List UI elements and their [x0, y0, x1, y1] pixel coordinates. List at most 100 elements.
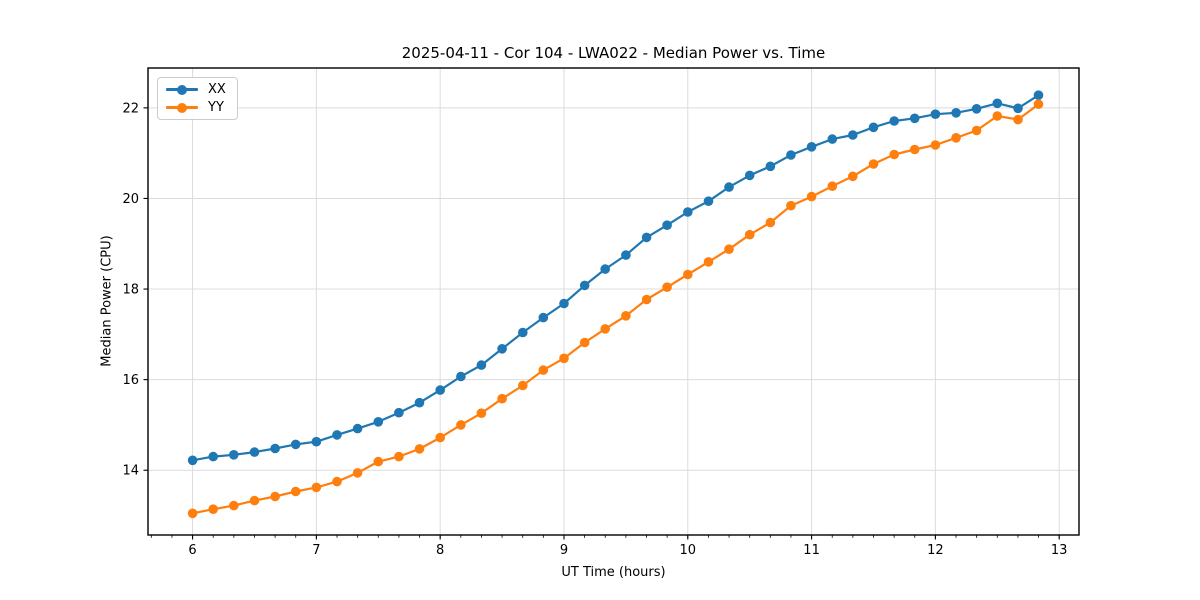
- y-axis-label: Median Power (CPU): [99, 235, 115, 367]
- data-point: [208, 451, 218, 462]
- data-point: [724, 244, 734, 254]
- x-tick-label: 9: [560, 543, 568, 558]
- data-point: [311, 482, 322, 493]
- data-point: [806, 191, 817, 202]
- x-tick-label: 13: [1051, 543, 1068, 558]
- data-point: [951, 108, 961, 118]
- data-point: [373, 456, 384, 467]
- data-point: [456, 420, 466, 430]
- data-point: [476, 360, 487, 370]
- data-point: [930, 140, 941, 150]
- x-minor-ticks: [150, 535, 1060, 538]
- data-point: [909, 113, 920, 124]
- data-point: [476, 408, 487, 419]
- grid: [148, 68, 1079, 535]
- data-point: [724, 182, 734, 192]
- x-axis-label: UT Time (hours): [561, 565, 666, 580]
- data-point: [600, 264, 610, 274]
- x-tick-label: 6: [188, 543, 196, 558]
- data-point: [683, 269, 693, 280]
- chart-title: 2025-04-11 - Cor 104 - LWA022 - Median P…: [401, 44, 826, 62]
- x-tick-label: 10: [680, 543, 697, 558]
- data-point: [744, 229, 755, 240]
- data-point: [641, 294, 652, 305]
- data-point: [1033, 90, 1044, 100]
- data-point: [270, 491, 280, 502]
- x-tick-label: 7: [312, 543, 320, 558]
- data-point: [765, 217, 776, 228]
- data-point: [889, 116, 899, 126]
- data-point: [249, 495, 260, 506]
- legend-item-xx: XX: [166, 83, 226, 96]
- data-point: [848, 130, 858, 140]
- data-point: [373, 417, 384, 427]
- data-point: [332, 476, 342, 487]
- data-point: [683, 207, 693, 217]
- legend: XX YY: [157, 77, 238, 120]
- legend-label: YY: [208, 100, 224, 115]
- y-tick-label: 20: [122, 192, 139, 207]
- data-point: [394, 407, 404, 418]
- data-point: [579, 337, 590, 348]
- data-point: [414, 397, 425, 408]
- data-point: [868, 159, 879, 169]
- data-point: [662, 282, 672, 293]
- data-point: [497, 393, 507, 404]
- data-point: [600, 324, 610, 334]
- data-point: [889, 149, 899, 160]
- data-point: [559, 353, 569, 364]
- legend-item-yy: YY: [166, 101, 226, 114]
- data-point: [229, 500, 239, 511]
- data-point: [497, 344, 507, 354]
- data-point: [848, 171, 858, 182]
- data-point: [621, 250, 631, 260]
- data-point: [290, 486, 301, 497]
- data-point: [518, 327, 528, 338]
- data-point: [909, 144, 920, 155]
- y-tick-label: 14: [122, 464, 139, 479]
- data-point: [518, 380, 528, 391]
- y-tick-label: 16: [122, 373, 139, 388]
- data-point: [559, 298, 569, 309]
- legend-label: XX: [208, 82, 226, 97]
- y-axis-ticks: 14 16 18 20 22: [122, 101, 148, 479]
- data-point: [951, 133, 961, 143]
- series-XX-markers: [187, 90, 1044, 466]
- data-point: [827, 134, 838, 144]
- legend-line-marker-icon: [166, 102, 198, 113]
- series-YY-markers: [187, 99, 1044, 519]
- data-point: [786, 200, 796, 211]
- data-point: [992, 111, 1003, 121]
- x-tick-label: 11: [803, 543, 820, 558]
- legend-line-marker-icon: [166, 84, 198, 95]
- data-point: [641, 232, 652, 243]
- data-point: [703, 196, 714, 206]
- series-YY-line: [191, 103, 1040, 515]
- data-point: [744, 170, 755, 181]
- data-point: [394, 451, 404, 462]
- data-point: [621, 311, 631, 321]
- data-point: [538, 312, 549, 323]
- data-point: [229, 450, 239, 460]
- data-point: [703, 257, 714, 267]
- data-point: [827, 181, 838, 191]
- data-point: [456, 371, 466, 382]
- data-point: [414, 444, 425, 454]
- data-point: [1013, 114, 1023, 125]
- data-point: [662, 220, 672, 230]
- data-point: [187, 508, 198, 519]
- data-point: [352, 468, 363, 478]
- data-point: [930, 109, 941, 119]
- data-point: [187, 455, 198, 466]
- data-point: [579, 280, 590, 291]
- plot-border: [147, 67, 1080, 536]
- data-point: [1013, 103, 1023, 114]
- data-point: [971, 104, 982, 114]
- data-point: [311, 436, 322, 447]
- data-point: [332, 430, 342, 440]
- data-point: [992, 98, 1003, 109]
- data-point: [538, 365, 549, 375]
- x-axis-ticks: 6 7 8 9 10 11 12 13: [188, 535, 1067, 558]
